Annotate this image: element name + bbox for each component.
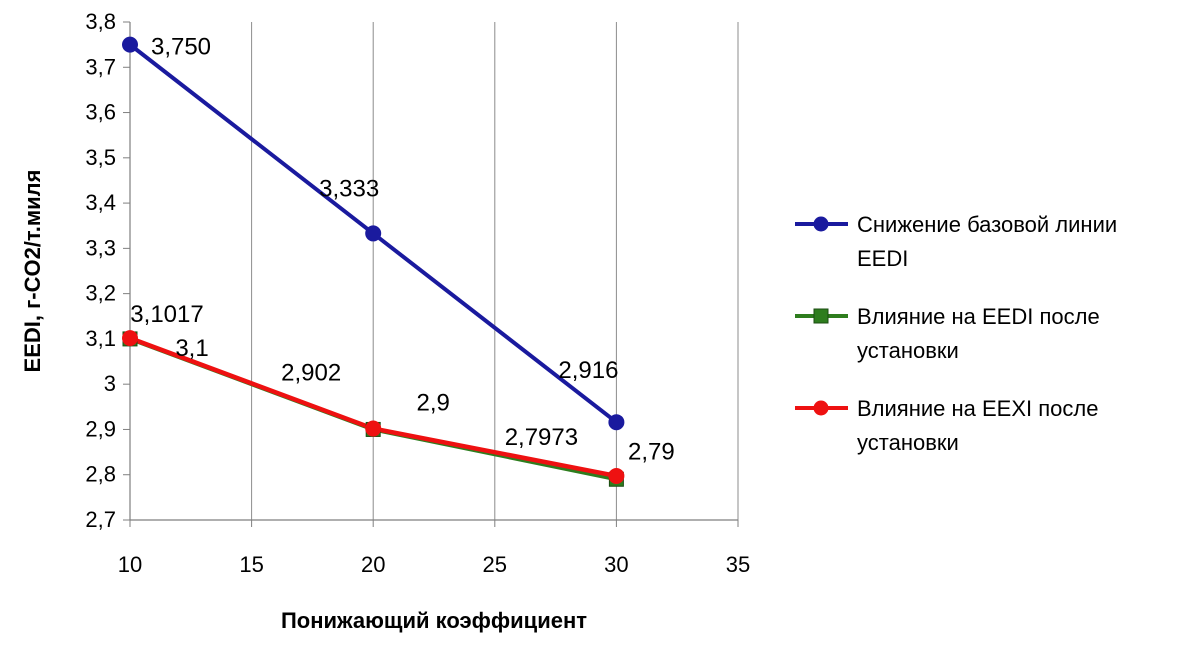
legend-label: Влияние на EEXI после bbox=[857, 396, 1098, 421]
data-point bbox=[608, 467, 625, 484]
data-label: 3,333 bbox=[319, 175, 379, 202]
legend-marker bbox=[813, 308, 829, 324]
data-point bbox=[608, 414, 625, 431]
x-tick-label: 30 bbox=[604, 552, 628, 577]
x-tick-label: 15 bbox=[239, 552, 263, 577]
data-label: 2,902 bbox=[281, 360, 341, 387]
legend-label: Влияние на EEDI после bbox=[857, 304, 1100, 329]
y-tick-label: 2,8 bbox=[85, 462, 116, 487]
y-tick-label: 3,2 bbox=[85, 281, 116, 306]
x-tick-label: 10 bbox=[118, 552, 142, 577]
y-axis-title: EEDI, г-CO2/т.миля bbox=[20, 170, 45, 373]
legend-label: установки bbox=[857, 430, 959, 455]
y-tick-label: 2,9 bbox=[85, 416, 116, 441]
data-point bbox=[122, 36, 138, 53]
data-point bbox=[365, 225, 382, 242]
y-tick-label: 3,3 bbox=[85, 235, 116, 260]
data-label: 2,7973 bbox=[505, 424, 578, 451]
x-axis-title: Понижающий коэффициент bbox=[281, 608, 587, 633]
legend-marker bbox=[813, 400, 829, 416]
data-label: 2,916 bbox=[558, 357, 618, 384]
legend-marker bbox=[813, 216, 829, 232]
y-tick-label: 3,5 bbox=[85, 145, 116, 170]
legend-label: установки bbox=[857, 338, 959, 363]
data-point bbox=[365, 420, 382, 437]
x-tick-label: 20 bbox=[361, 552, 385, 577]
y-tick-label: 3 bbox=[104, 371, 116, 396]
x-tick-label: 35 bbox=[726, 552, 750, 577]
y-tick-label: 3,7 bbox=[85, 54, 116, 79]
y-tick-label: 3,8 bbox=[85, 9, 116, 34]
data-label: 3,750 bbox=[151, 34, 211, 61]
x-tick-label: 25 bbox=[483, 552, 507, 577]
y-tick-label: 3,1 bbox=[85, 326, 116, 351]
data-point bbox=[122, 330, 138, 347]
data-label: 3,1 bbox=[175, 335, 208, 362]
y-tick-label: 2,7 bbox=[85, 507, 116, 532]
y-tick-label: 3,6 bbox=[85, 100, 116, 125]
legend-label: EEDI bbox=[857, 246, 908, 271]
legend-label: Снижение базовой линии bbox=[857, 212, 1117, 237]
data-label: 2,9 bbox=[417, 389, 450, 416]
y-tick-label: 3,4 bbox=[85, 190, 116, 215]
data-label: 2,79 bbox=[628, 438, 675, 465]
data-label: 3,1017 bbox=[130, 301, 203, 328]
